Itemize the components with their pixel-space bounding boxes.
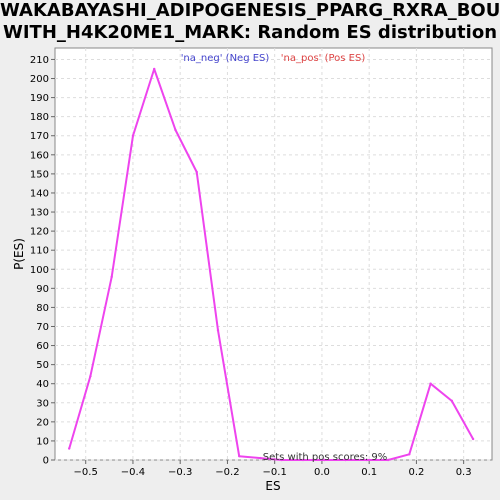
y-tick-label: 190: [30, 93, 49, 104]
x-tick-label: −0.1: [263, 467, 287, 478]
x-tick-label: −0.3: [168, 467, 192, 478]
y-tick-label: 0: [43, 456, 49, 467]
y-tick-label: 20: [36, 417, 49, 428]
data-point: [196, 171, 198, 173]
data-point: [89, 375, 91, 377]
y-tick-label: 110: [30, 246, 49, 257]
x-tick-label: 0.3: [456, 467, 472, 478]
y-tick-label: 60: [36, 341, 49, 352]
data-point: [110, 276, 112, 278]
data-point: [153, 68, 155, 70]
y-tick-label: 160: [30, 150, 49, 161]
y-tick-label: 120: [30, 227, 49, 238]
y-tick-label: 150: [30, 169, 49, 180]
y-tick-label: 210: [30, 55, 49, 66]
data-point: [132, 135, 134, 137]
x-tick-label: 0.0: [314, 467, 330, 478]
y-tick-label: 70: [36, 322, 49, 333]
data-point: [68, 447, 70, 449]
y-axis-label: P(ES): [12, 238, 26, 270]
data-point: [174, 129, 176, 131]
y-tick-label: 10: [36, 436, 49, 447]
legend-pos-es: 'na_pos' (Pos ES): [281, 53, 366, 64]
y-tick-label: 50: [36, 360, 49, 371]
y-tick-label: 80: [36, 303, 49, 314]
y-tick-label: 140: [30, 188, 49, 199]
y-tick-label: 180: [30, 112, 49, 123]
data-point: [217, 329, 219, 331]
y-tick-label: 100: [30, 265, 49, 276]
pos-scores-annotation: Sets with pos scores: 9%: [263, 452, 388, 463]
data-point: [238, 455, 240, 457]
x-axis-label: ES: [265, 479, 280, 493]
data-point: [451, 400, 453, 402]
y-tick-label: 170: [30, 131, 49, 142]
y-tick-label: 40: [36, 379, 49, 390]
x-tick-label: 0.1: [361, 467, 377, 478]
y-tick-label: 90: [36, 284, 49, 295]
data-point: [429, 383, 431, 385]
x-tick-label: −0.5: [74, 467, 98, 478]
data-point: [472, 438, 474, 440]
x-tick-label: −0.2: [215, 467, 239, 478]
y-tick-label: 30: [36, 398, 49, 409]
data-point: [408, 453, 410, 455]
legend-neg-es: 'na_neg' (Neg ES): [181, 53, 270, 64]
x-tick-label: −0.4: [121, 467, 145, 478]
y-tick-label: 200: [30, 74, 49, 85]
x-tick-label: 0.2: [408, 467, 424, 478]
data-point: [259, 457, 261, 459]
y-tick-label: 130: [30, 208, 49, 219]
